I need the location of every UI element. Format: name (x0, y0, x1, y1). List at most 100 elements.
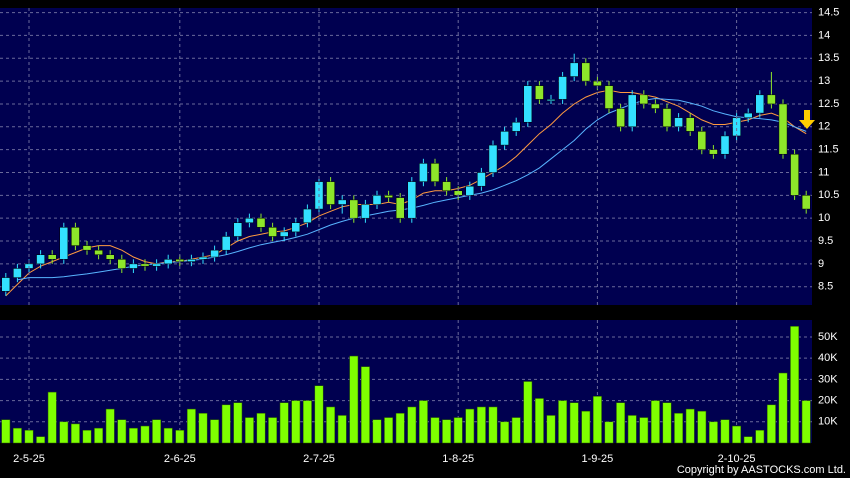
volume-bar (546, 415, 556, 444)
volume-bar (395, 413, 405, 444)
candle-body (303, 208, 312, 224)
volume-bar (488, 406, 498, 444)
volume-bar (302, 400, 312, 444)
volume-bar (604, 421, 614, 444)
volume-bar (12, 427, 22, 444)
volume-bar (210, 419, 220, 444)
candle-body (291, 222, 301, 233)
volume-bar (662, 402, 672, 444)
candle-body (13, 268, 22, 278)
candle-body (767, 94, 776, 105)
x-tick-label: 2-6-25 (164, 453, 196, 465)
candle-body (163, 259, 173, 265)
volume-bar (581, 410, 591, 444)
volume-bar (720, 419, 730, 444)
candle-body (256, 217, 266, 228)
y-tick-label: 12.5 (818, 98, 839, 110)
volume-bar (592, 396, 602, 444)
volume-bar (453, 417, 463, 444)
volume-bar (627, 415, 637, 444)
x-tick-label: 2-7-25 (303, 453, 335, 465)
volume-bar (94, 427, 104, 444)
arrow (799, 110, 815, 129)
candle-body (129, 263, 138, 269)
candle-body (198, 256, 208, 260)
y-tick-label: 10K (818, 416, 838, 428)
candle-body (105, 254, 115, 260)
volume-bar (349, 355, 359, 444)
candle-body (442, 181, 451, 192)
candle-body (569, 62, 579, 77)
y-tick-label: 11.5 (818, 144, 839, 156)
volume-bar (801, 400, 811, 444)
candle-body (477, 172, 486, 187)
volume-bar (500, 421, 510, 444)
volume-bar (569, 402, 579, 444)
candle-body (82, 245, 92, 251)
candle-body (778, 103, 788, 155)
y-tick-label: 50K (818, 331, 838, 343)
candle-body (233, 222, 243, 237)
candle-body (117, 259, 127, 269)
x-tick-label: 1-8-25 (442, 453, 474, 465)
candle-body (419, 163, 428, 182)
volume-bar (418, 400, 428, 444)
volume-bar (337, 415, 347, 444)
y-tick-label: 12 (818, 121, 830, 133)
candle-body (94, 249, 103, 255)
y-tick-label: 14.5 (818, 6, 839, 18)
candle-body (395, 197, 405, 219)
candle-body (430, 163, 440, 182)
volume-bar (465, 408, 475, 444)
candle-body (488, 144, 498, 173)
volume-bar (790, 326, 800, 444)
volume-bar (291, 400, 301, 444)
candle-body (245, 217, 254, 224)
volume-bar (372, 419, 382, 444)
layer: 8.5 9 9.5 10 10.5 11 11.5 12 12.5 13 13.5 14 14.5 10K… (0, 6, 839, 465)
candle-body (361, 204, 370, 219)
candle-body (546, 99, 556, 102)
volume-bar (268, 417, 278, 444)
volume-bar (256, 413, 266, 444)
volume-bar (778, 372, 788, 444)
x-tick-label: 1-9-25 (582, 453, 614, 465)
y-tick-label: 13 (818, 75, 830, 87)
candle-body (604, 85, 614, 109)
candle-body (337, 199, 347, 205)
volume-bar (152, 419, 162, 444)
volume-bar (674, 413, 684, 444)
y-tick-label: 8.5 (818, 281, 833, 293)
candle-body (36, 254, 45, 265)
candle-body (407, 181, 417, 219)
volume-bar (82, 430, 92, 444)
candle-body (268, 227, 277, 237)
candle-body (187, 259, 196, 262)
copyright: Copyright by AASTOCKS.com Ltd. (677, 464, 846, 476)
candle-body (71, 227, 80, 246)
volume-bar (534, 398, 544, 444)
y-tick-label: 13.5 (818, 52, 839, 64)
candle-body (523, 85, 533, 123)
volume-bar (442, 419, 452, 444)
y-tick-label: 20K (818, 394, 838, 406)
candle-body (384, 195, 393, 198)
volume-bar (244, 417, 254, 444)
candle-body (47, 254, 57, 260)
candle-body (790, 153, 799, 196)
volume-bar (128, 427, 138, 444)
volume-bar (732, 425, 742, 444)
candle-body (801, 195, 811, 210)
volume-bar (511, 417, 521, 444)
volume-bar (650, 400, 660, 444)
y-tick-label: 10 (818, 212, 830, 224)
candle-body (639, 94, 649, 105)
candle-body (697, 131, 707, 150)
candle-body (372, 195, 382, 205)
candle-body (685, 117, 695, 132)
volume-bar (430, 417, 440, 444)
candle-body (709, 149, 718, 155)
y-tick-label: 40K (818, 352, 838, 364)
y-tick-label: 30K (818, 373, 838, 385)
